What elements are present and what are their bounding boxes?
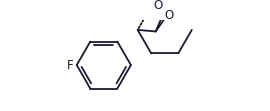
Text: O: O (154, 0, 163, 12)
Text: O: O (165, 9, 174, 22)
Text: F: F (67, 59, 73, 72)
